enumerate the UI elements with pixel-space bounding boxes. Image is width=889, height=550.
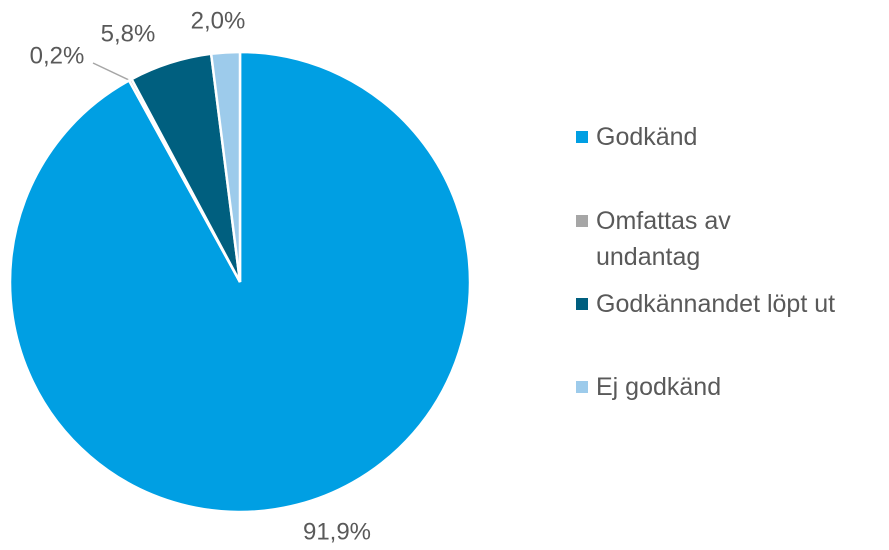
data-label: 0,2%	[30, 42, 85, 69]
leader-line	[92, 62, 130, 81]
legend-item: Godkänd	[576, 119, 876, 155]
legend-swatch	[576, 131, 588, 143]
legend-item: Omfattas av undantag	[576, 203, 766, 275]
legend-label: Godkännandet löpt ut	[596, 290, 836, 318]
legend-item: Ej godkänd	[576, 369, 876, 405]
data-label: 2,0%	[191, 7, 246, 34]
legend-label: Godkänd	[596, 123, 698, 151]
legend-label: Omfattas av undantag	[596, 207, 731, 271]
data-label: 91,9%	[303, 518, 371, 545]
legend-swatch	[576, 298, 588, 310]
data-label: 5,8%	[101, 20, 156, 47]
pie-slice	[209, 50, 242, 283]
legend-label: Ej godkänd	[596, 373, 722, 401]
legend-swatch	[576, 381, 588, 393]
legend-item: Godkännandet löpt ut	[576, 286, 889, 322]
legend-swatch	[576, 215, 588, 227]
